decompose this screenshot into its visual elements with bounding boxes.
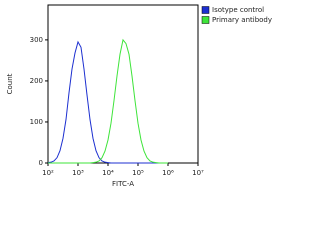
y-tick-label: 300 xyxy=(30,36,43,44)
x-tick-label: 10² xyxy=(42,169,54,177)
legend-label: Primary antibody xyxy=(212,16,272,24)
y-tick-label: 100 xyxy=(30,118,43,126)
legend-swatch xyxy=(201,16,210,24)
x-tick-label: 10⁴ xyxy=(102,169,114,177)
x-tick-label: 10³ xyxy=(72,169,84,177)
chart: Count FITC-A 0 100 200 300 10² 10³ 10⁴ 10⁵ 10⁶ 10… xyxy=(6,4,272,188)
x-axis-label: FITC-A xyxy=(112,180,134,188)
x-tick-label: 10⁶ xyxy=(162,169,174,177)
histogram-line xyxy=(47,40,168,164)
legend-swatch xyxy=(201,6,210,14)
y-tick-label: 200 xyxy=(30,77,43,85)
histogram-line xyxy=(48,38,168,164)
y-axis-label: Count xyxy=(6,73,14,94)
x-tick-label: 10⁷ xyxy=(192,169,204,177)
y-tick-label: 0 xyxy=(39,159,43,167)
legend-label: Isotype control xyxy=(212,6,264,14)
x-tick-label: 10⁵ xyxy=(132,169,144,177)
